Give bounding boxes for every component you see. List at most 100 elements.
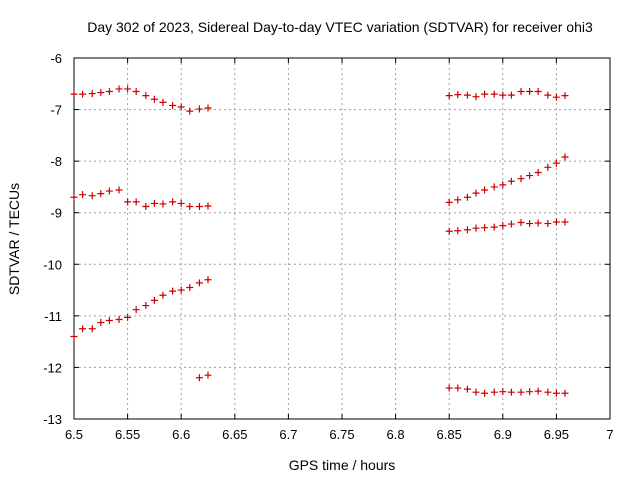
data-point <box>159 200 167 208</box>
x-tick-label: 6.95 <box>544 427 569 442</box>
data-point <box>195 279 203 287</box>
data-point <box>463 193 471 201</box>
x-tick-label: 6.65 <box>222 427 247 442</box>
x-axis-label: GPS time / hours <box>289 457 396 473</box>
data-point <box>186 283 194 291</box>
data-point <box>526 88 534 96</box>
data-point <box>142 92 150 100</box>
data-point <box>79 325 87 333</box>
x-tick-label: 6.75 <box>329 427 354 442</box>
data-point <box>142 203 150 211</box>
data-point <box>186 203 194 211</box>
data-point <box>150 95 158 103</box>
series-satellite-3 <box>70 276 212 340</box>
y-tick-label: -7 <box>50 103 62 118</box>
data-point <box>472 189 480 197</box>
data-point <box>115 85 123 93</box>
data-point <box>490 90 498 98</box>
x-axis: 6.5 6.55 6.6 6.65 6.7 6.75 6.8 6.85 6.9 6.95 7 <box>65 58 614 442</box>
data-point <box>507 220 515 228</box>
data-point <box>526 220 534 228</box>
data-point <box>534 219 542 227</box>
data-point <box>97 190 105 198</box>
series-satellite-6 <box>445 153 569 206</box>
data-point <box>150 296 158 304</box>
data-point <box>517 219 525 227</box>
series-satellite-8 <box>445 384 569 397</box>
data-point <box>481 90 489 98</box>
data-point <box>544 388 552 396</box>
data-point <box>79 191 87 199</box>
data-point <box>88 325 96 333</box>
data-point <box>517 175 525 183</box>
data-point <box>97 89 105 97</box>
data-point <box>454 91 462 99</box>
data-point <box>97 319 105 327</box>
data-point <box>124 85 132 93</box>
data-point <box>544 91 552 99</box>
data-point <box>507 91 515 99</box>
data-point <box>195 203 203 211</box>
x-tick-label: 6.8 <box>387 427 405 442</box>
data-point <box>132 88 140 96</box>
data-point <box>70 193 78 201</box>
data-point <box>561 92 569 100</box>
data-point <box>204 104 212 112</box>
x-tick-label: 6.7 <box>279 427 297 442</box>
data-point <box>88 90 96 98</box>
data-point <box>481 186 489 194</box>
data-point <box>204 276 212 284</box>
grid-lines <box>74 58 610 419</box>
data-point <box>105 316 113 324</box>
data-point <box>526 388 534 396</box>
data-point <box>534 387 542 395</box>
data-point <box>552 218 560 226</box>
y-tick-label: -13 <box>43 412 62 427</box>
data-point <box>70 90 78 98</box>
data-point <box>534 168 542 176</box>
data-point <box>499 181 507 189</box>
data-point <box>490 183 498 191</box>
data-point <box>552 93 560 101</box>
chart-title: Day 302 of 2023, Sidereal Day-to-day VTE… <box>87 19 593 35</box>
data-point <box>499 91 507 99</box>
data-point <box>445 227 453 235</box>
data-point <box>499 388 507 396</box>
data-point <box>169 198 177 206</box>
data-point <box>169 287 177 295</box>
data-point <box>490 388 498 396</box>
x-tick-label: 6.6 <box>172 427 190 442</box>
data-point <box>472 224 480 232</box>
y-axis-label: SDTVAR / TECUs <box>6 183 22 295</box>
data-point <box>544 163 552 171</box>
data-point <box>115 315 123 323</box>
data-point <box>544 220 552 228</box>
data-point <box>142 302 150 310</box>
data-point <box>507 388 515 396</box>
data-point <box>124 198 132 206</box>
series-satellite-4 <box>195 371 212 382</box>
data-point <box>445 198 453 206</box>
data-point <box>204 202 212 210</box>
data-point <box>517 388 525 396</box>
data-point <box>115 186 123 194</box>
x-tick-label: 7 <box>606 427 613 442</box>
data-point <box>463 91 471 99</box>
y-tick-label: -11 <box>44 309 62 324</box>
series-satellite-5 <box>445 88 569 101</box>
data-point <box>159 98 167 106</box>
data-point <box>552 159 560 167</box>
data-point <box>159 291 167 299</box>
data-point <box>526 172 534 180</box>
x-tick-label: 6.9 <box>494 427 512 442</box>
y-axis: -6 -7 -8 -9 -10 -11 -12 -13 <box>43 51 610 427</box>
data-point <box>177 199 185 207</box>
x-tick-label: 6.85 <box>437 427 462 442</box>
data-point <box>561 153 569 161</box>
data-point <box>105 88 113 96</box>
data-point <box>70 332 78 340</box>
data-point <box>463 226 471 234</box>
data-point <box>561 389 569 397</box>
data-point <box>150 199 158 207</box>
y-tick-label: -12 <box>43 360 62 375</box>
